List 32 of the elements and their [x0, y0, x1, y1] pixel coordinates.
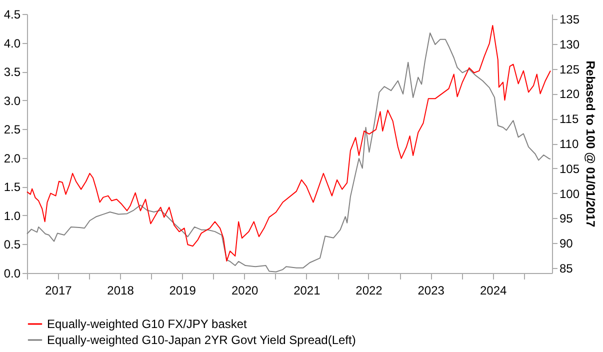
- legend-label: Equally-weighted G10-Japan 2YR Govt Yield Spread(Left): [47, 333, 356, 347]
- x-tick-label: 2020: [231, 284, 259, 298]
- y-tick-label: 4.0: [4, 36, 21, 50]
- y2-tick-label: 85: [560, 262, 574, 276]
- y2-tick-label: 105: [560, 162, 580, 176]
- x-tick-label: 2022: [356, 284, 383, 298]
- x-tick-label: 2023: [418, 284, 445, 298]
- y-tick-label: 3.0: [4, 94, 21, 108]
- x-tick-label: 2021: [294, 284, 321, 298]
- y2-tick-label: 100: [560, 186, 580, 201]
- y2-tick-label: 95: [560, 212, 574, 226]
- x-tick-label: 2019: [169, 284, 196, 298]
- y-tick-label: 0.5: [4, 238, 21, 252]
- y-tick-label: 4.5: [4, 8, 21, 22]
- y-tick-label: 3.5: [4, 65, 21, 80]
- y-tick-label: 0.0: [4, 266, 21, 280]
- x-tick-label: 2024: [480, 284, 507, 298]
- y2-tick-label: 135: [560, 12, 580, 26]
- x-tick-label: 2017: [45, 284, 72, 298]
- y-tick-label: 1.0: [4, 208, 21, 223]
- y2-tick-label: 125: [560, 62, 580, 76]
- x-tick-label: 2018: [107, 284, 134, 298]
- y2-axis-title: Rebased to 100 @ 01/01/2017: [584, 60, 598, 228]
- y-tick-label: 1.5: [4, 180, 21, 194]
- y2-tick-label: 120: [560, 87, 580, 102]
- y-tick-label: 2.5: [4, 122, 21, 137]
- y2-tick-label: 130: [560, 37, 580, 52]
- y-tick-label: 2.0: [4, 151, 21, 166]
- legend-label: Equally-weighted G10 FX/JPY basket: [47, 317, 248, 331]
- y2-tick-label: 115: [560, 112, 579, 126]
- y2-tick-label: 110: [560, 137, 579, 151]
- y2-tick-label: 90: [560, 236, 574, 251]
